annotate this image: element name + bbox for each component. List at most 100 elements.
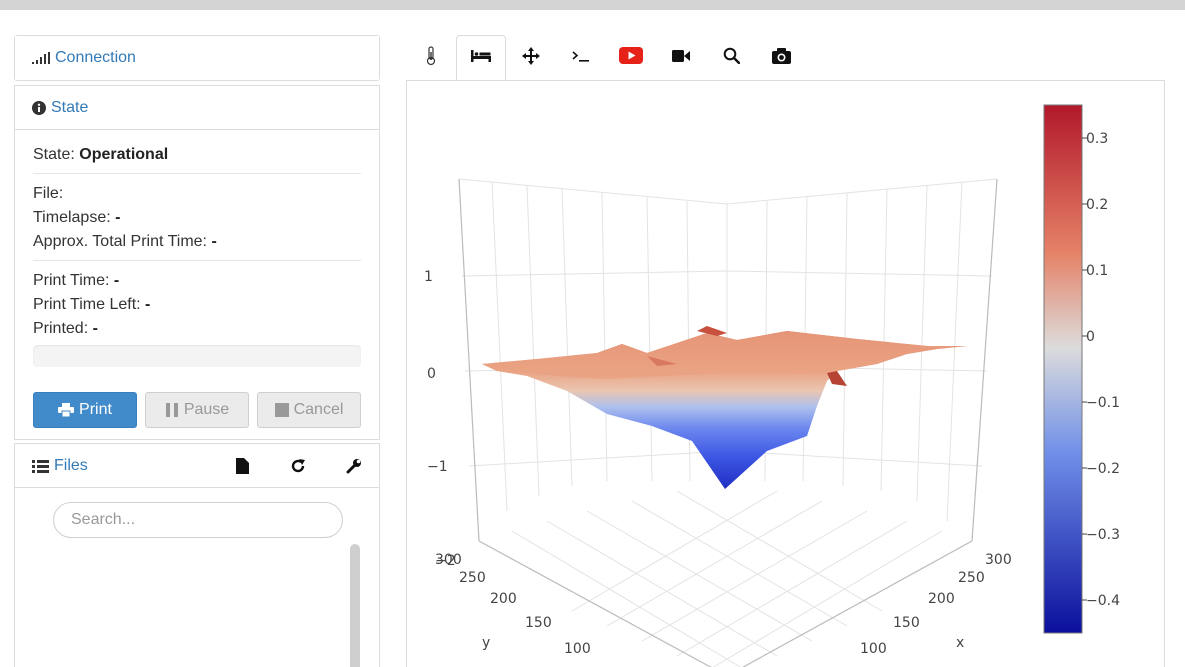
colorbar-ticks: 0.3 0.2 0.1 0 −0.1 −0.2 −0.3 −0.4 (1082, 131, 1120, 609)
colorbar-tick-label: −0.4 (1086, 593, 1120, 609)
y-tick: 100 (564, 641, 591, 657)
signal-icon (32, 52, 50, 64)
printed-value: - (92, 320, 98, 337)
magnifier-icon (723, 47, 740, 69)
x-tick: 250 (958, 570, 985, 586)
timelapse-label: Timelapse: (33, 209, 111, 226)
plot-axes (458, 178, 998, 667)
pause-button[interactable]: Pause (145, 392, 249, 428)
colorbar-tick-label: 0.3 (1086, 131, 1108, 147)
print-time-line: Print Time: - (33, 269, 361, 293)
z-tick: 1 (424, 269, 433, 285)
x-axis-label: x (956, 635, 964, 651)
approx-time-label: Approx. Total Print Time: (33, 233, 207, 250)
cancel-button[interactable]: Cancel (257, 392, 361, 428)
print-time-value: - (113, 272, 120, 289)
camera-icon (771, 47, 791, 69)
files-panel: Files (14, 443, 380, 667)
state-line: State: Operational (33, 143, 361, 167)
file-label: File: (33, 185, 64, 202)
tab-control[interactable] (506, 35, 556, 81)
timelapse-line: Timelapse: - (33, 206, 361, 230)
colorbar-tick-label: −0.2 (1086, 461, 1120, 477)
tab-timelapse-video[interactable] (606, 35, 656, 81)
colorbar: 0.3 0.2 0.1 0 −0.1 −0.2 −0.3 −0.4 (1043, 104, 1120, 634)
cancel-button-label: Cancel (293, 401, 344, 418)
approx-time-line: Approx. Total Print Time: - (33, 230, 361, 254)
y-tick: 250 (459, 570, 486, 586)
connection-header[interactable]: Connection (15, 36, 379, 80)
tab-gcode-viewer[interactable] (706, 35, 756, 81)
file-search-input[interactable] (53, 502, 343, 538)
time-left-line: Print Time Left: - (33, 293, 361, 317)
x-tick: 300 (985, 552, 1012, 568)
divider (33, 173, 361, 174)
move-icon (522, 46, 540, 70)
tab-snapshot[interactable] (756, 35, 806, 81)
x-tick: 200 (928, 591, 955, 607)
state-header[interactable]: State (15, 86, 379, 130)
bed-mesh-3d-plot[interactable]: 1 0 −1 −2 300 250 200 150 100 y 300 250 … (407, 81, 1164, 667)
pause-button-label: Pause (183, 401, 230, 418)
z-tick: −2 (435, 553, 456, 569)
state-title: State (51, 98, 89, 116)
printed-line: Printed: - (33, 317, 361, 341)
connection-panel: Connection (14, 35, 380, 81)
x-tick: 150 (893, 615, 920, 631)
print-time-label: Print Time: (33, 272, 110, 289)
new-file-icon[interactable] (234, 457, 250, 474)
print-progress-bar (33, 345, 361, 367)
state-label: State: (33, 146, 75, 163)
approx-time-value: - (211, 233, 217, 250)
youtube-icon (619, 47, 643, 69)
files-title: Files (54, 456, 88, 474)
state-panel: State State: Operational File: Timelapse… (14, 85, 380, 440)
colorbar-tick-label: −0.3 (1086, 527, 1120, 543)
file-line: File: (33, 182, 361, 206)
terminal-icon (572, 49, 590, 67)
print-button[interactable]: Print (33, 392, 137, 428)
wrench-icon[interactable] (346, 458, 362, 474)
state-value: Operational (79, 146, 169, 163)
tab-webcam[interactable] (656, 35, 706, 81)
colorbar-gradient (1043, 104, 1083, 634)
video-camera-icon (672, 49, 690, 67)
y-axis-ticks: 300 250 200 150 100 y (435, 552, 591, 657)
printer-icon (58, 403, 75, 417)
file-list-scrollbar[interactable] (350, 544, 360, 667)
z-tick: 0 (427, 366, 436, 382)
colorbar-tick-label: 0.2 (1086, 197, 1108, 213)
refresh-icon[interactable] (290, 458, 306, 474)
info-circle-icon (32, 100, 46, 115)
x-tick: 100 (860, 641, 887, 657)
y-tick: 150 (525, 615, 552, 631)
tab-terminal[interactable] (556, 35, 606, 81)
control-tabs (406, 35, 806, 81)
time-left-label: Print Time Left: (33, 296, 141, 313)
files-actions (194, 457, 362, 474)
colorbar-tick-label: 0 (1086, 329, 1095, 345)
list-icon (32, 459, 49, 473)
connection-title: Connection (55, 49, 136, 66)
stop-icon (274, 403, 289, 417)
y-axis-label: y (482, 635, 490, 651)
printed-label: Printed: (33, 320, 89, 337)
thermometer-icon (426, 45, 436, 71)
z-tick: −1 (427, 459, 448, 475)
y-tick: 300 (435, 552, 462, 568)
bed-mesh-plot-panel: 1 0 −1 −2 300 250 200 150 100 y 300 250 … (406, 80, 1165, 667)
colorbar-tick-label: 0.1 (1086, 263, 1108, 279)
pause-icon (165, 403, 179, 417)
print-button-label: Print (79, 401, 112, 418)
job-controls: Print Pause Cancel (33, 392, 369, 428)
y-tick: 200 (490, 591, 517, 607)
files-header[interactable]: Files (15, 444, 379, 488)
browser-top-bar (0, 0, 1185, 10)
tab-bed-leveling[interactable] (456, 35, 506, 81)
bed-icon (471, 49, 491, 67)
bed-mesh-surface (482, 326, 967, 489)
tab-temperature[interactable] (406, 35, 456, 81)
z-axis-ticks: 1 0 −1 −2 (424, 269, 456, 569)
state-body: State: Operational File: Timelapse: - Ap… (15, 130, 379, 367)
x-axis-ticks: 300 250 200 150 100 x (860, 552, 1012, 657)
